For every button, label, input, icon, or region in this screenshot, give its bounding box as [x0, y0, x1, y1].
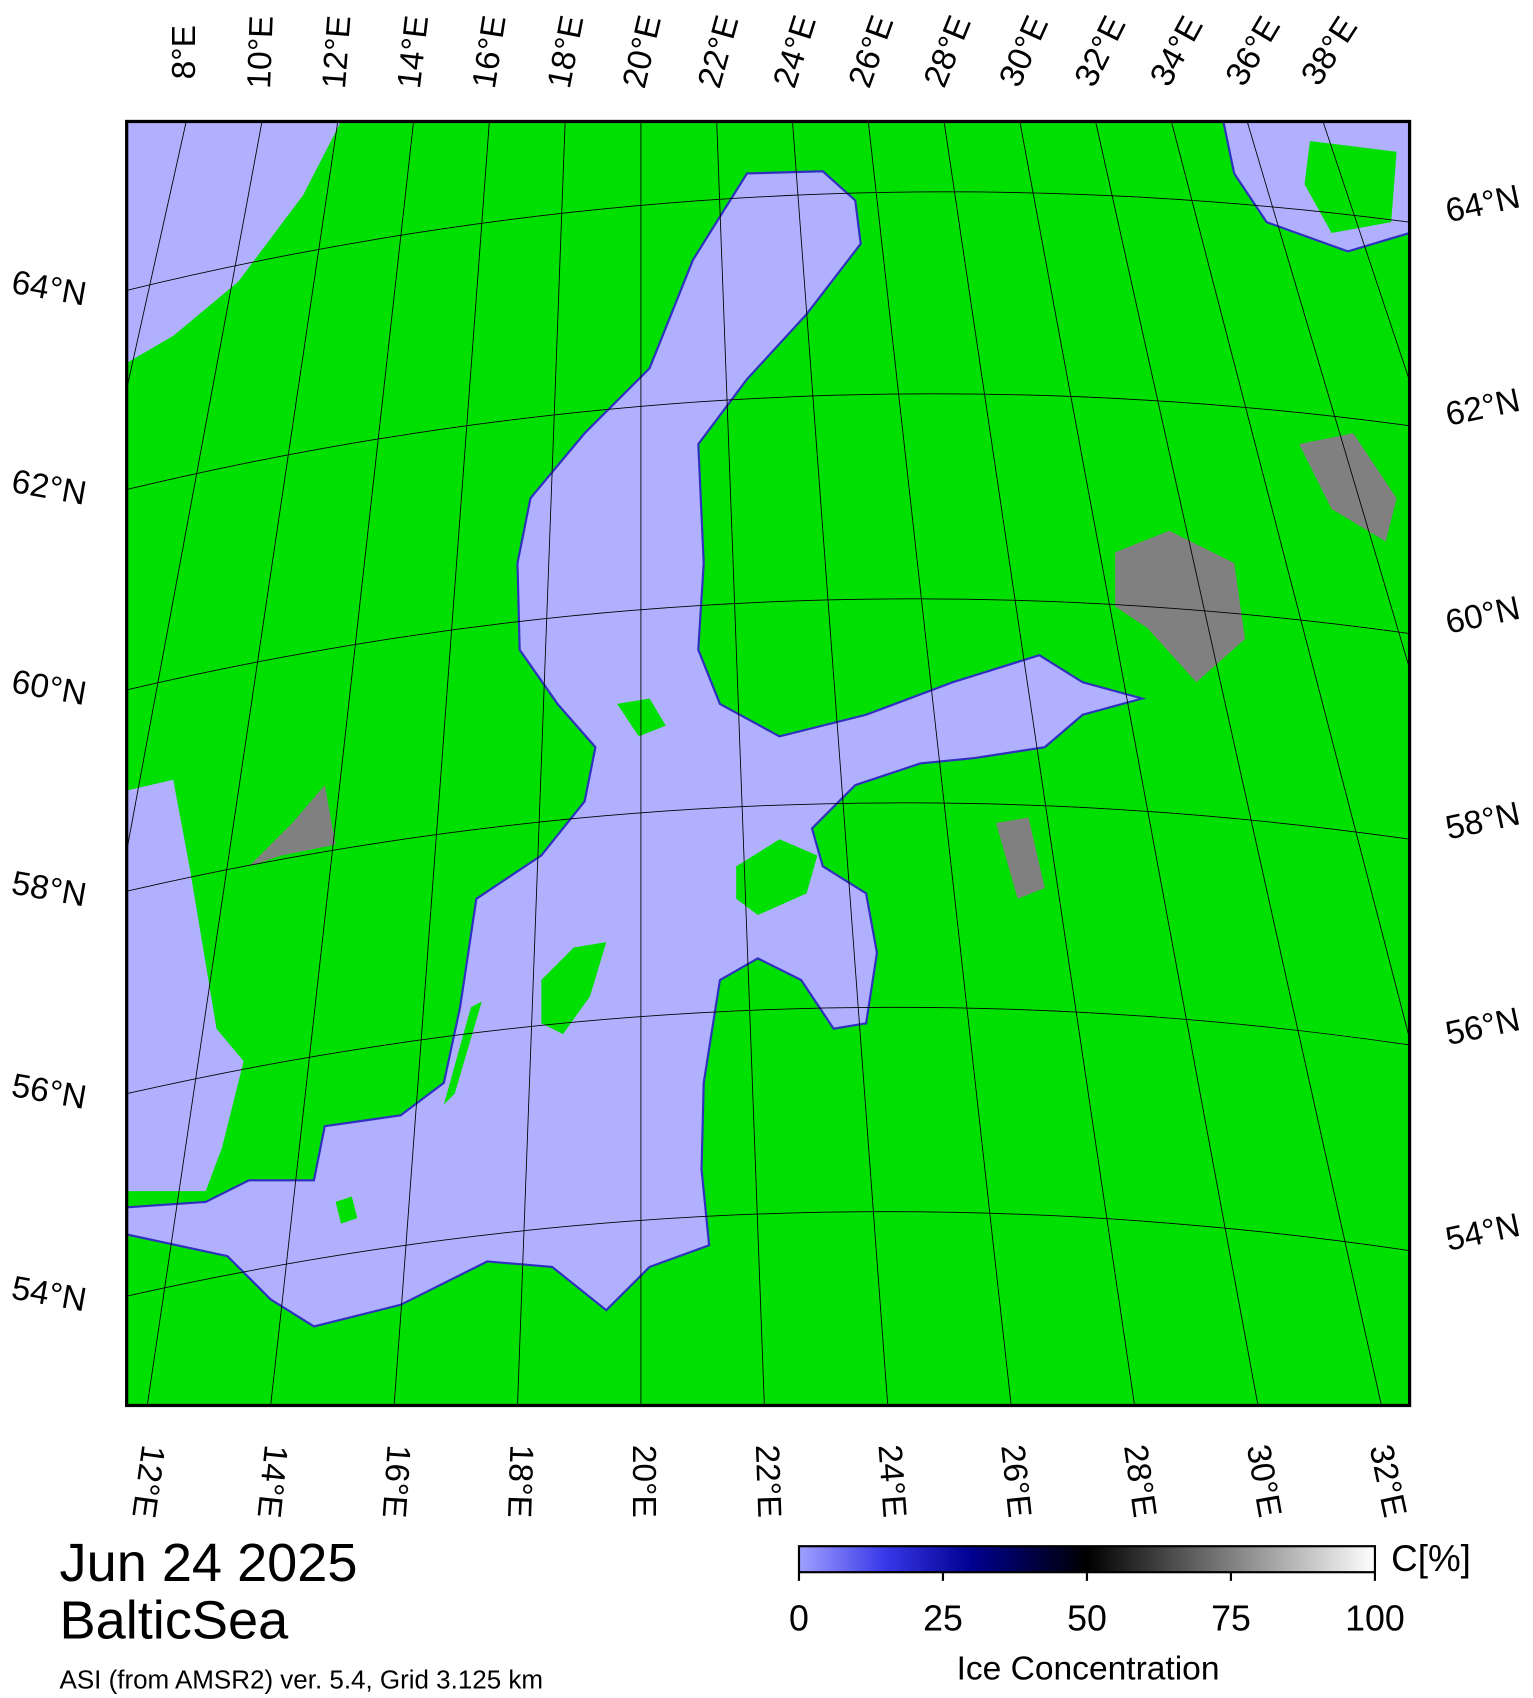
lake-peipus: [996, 817, 1045, 899]
top-lon-label: 12°E: [316, 14, 358, 90]
bottom-lon-label: 30°E: [1239, 1442, 1288, 1520]
top-lon-label: 38°E: [1294, 11, 1365, 92]
meridian: [1246, 121, 1410, 671]
meridian: [270, 121, 414, 1406]
right-lat-label: 62°N: [1442, 382, 1523, 434]
left-lat-label: 60°N: [9, 664, 89, 713]
meridian: [1019, 121, 1259, 1406]
top-lon-label: 18°E: [541, 12, 591, 91]
meridian: [393, 121, 490, 1406]
bornholm: [335, 1196, 358, 1224]
bottom-lon-label: 14°E: [250, 1443, 294, 1520]
parallel: [126, 393, 1410, 490]
meridian: [867, 121, 1012, 1406]
meridian: [1322, 121, 1410, 383]
saaremaa: [736, 839, 818, 916]
sea: [126, 170, 1147, 1328]
map-frame: [125, 119, 1412, 1408]
meridian: [1095, 121, 1382, 1406]
colorbar-tick-label: 0: [789, 1598, 809, 1638]
top-lon-label: 10°E: [241, 15, 281, 89]
top-lon-label: 20°E: [616, 12, 669, 92]
meridian: [146, 121, 339, 1406]
date: Jun 24 2025: [60, 1533, 358, 1593]
bottom-lon-label: 20°E: [625, 1445, 662, 1518]
gotland: [541, 942, 607, 1035]
top-lon-label: 8°E: [166, 25, 203, 79]
source: ASI (from AMSR2) ver. 5.4, Grid 3.125 km: [60, 1664, 543, 1694]
region: BalticSea: [60, 1590, 290, 1650]
top-lon-label: 24°E: [767, 11, 824, 92]
top-lon-label: 36°E: [1219, 10, 1288, 92]
top-lon-label: 34°E: [1143, 10, 1210, 92]
colorbar-tick-label: 75: [1211, 1598, 1251, 1638]
colorbar: [797, 1545, 1377, 1574]
meridian: [716, 121, 765, 1406]
meridian: [792, 121, 889, 1406]
right-lat-label: 54°N: [1442, 1207, 1523, 1259]
left-lat-label: 58°N: [9, 865, 89, 914]
parallel: [126, 598, 1410, 691]
top-lon-label: 30°E: [992, 11, 1056, 93]
map-area: [126, 121, 1410, 1406]
lake-ladoga: [1115, 530, 1246, 683]
aland: [617, 698, 666, 737]
left-lat-label: 54°N: [9, 1270, 89, 1319]
graticule: [126, 121, 1410, 1406]
skagerrak: [126, 779, 244, 1192]
right-lat-label: 64°N: [1442, 178, 1523, 230]
left-lat-label: 56°N: [9, 1067, 89, 1116]
meridian: [1170, 121, 1410, 1041]
colorbar-ticks: 0 25 50 75 100: [789, 1572, 1405, 1638]
colorbar-tick-label: 25: [923, 1598, 963, 1638]
lake-onega: [1299, 433, 1397, 542]
colorbar-tick-label: 100: [1345, 1598, 1405, 1638]
parallel: [126, 1211, 1410, 1297]
bottom-lon-label: 28°E: [1116, 1442, 1163, 1520]
oland: [443, 1001, 482, 1105]
meridian: [126, 121, 263, 854]
right-lat-label: 58°N: [1442, 796, 1523, 848]
bottom-lon-label: 24°E: [871, 1443, 913, 1519]
parallel: [126, 802, 1410, 892]
norwegian-sea: [126, 121, 342, 363]
top-lon-label: 28°E: [917, 11, 979, 93]
meridian: [126, 121, 187, 391]
top-lon-label: 14°E: [391, 14, 436, 91]
right-lat-label: 56°N: [1442, 1001, 1523, 1053]
colorbar-unit: C[%]: [1391, 1538, 1471, 1579]
parallel: [126, 191, 1410, 291]
colorbar-tick-label: 50: [1067, 1598, 1107, 1638]
top-lon-label: 32°E: [1068, 10, 1134, 92]
top-lon-label: 26°E: [842, 11, 902, 92]
bottom-lon-label: 16°E: [375, 1444, 417, 1520]
lake-vanern: [249, 785, 336, 867]
bottom-lon-label: 12°E: [124, 1443, 171, 1521]
meridian: [517, 121, 566, 1406]
colorbar-label: Ice Concentration: [957, 1651, 1220, 1688]
bottom-lon-label: 26°E: [993, 1443, 1037, 1520]
bottom-lon-label: 22°E: [748, 1444, 788, 1518]
parallel: [126, 1006, 1410, 1095]
top-lon-label: 22°E: [691, 12, 746, 92]
left-lat-label: 64°N: [9, 264, 89, 313]
right-lat-label: 60°N: [1442, 590, 1523, 642]
bottom-lon-label: 18°E: [500, 1444, 540, 1518]
top-lon-label: 16°E: [466, 13, 514, 91]
meridian: [943, 121, 1136, 1406]
bottom-lon-label: 32°E: [1362, 1441, 1413, 1520]
left-lat-label: 62°N: [9, 463, 89, 512]
white-sea-land: [1304, 140, 1397, 233]
